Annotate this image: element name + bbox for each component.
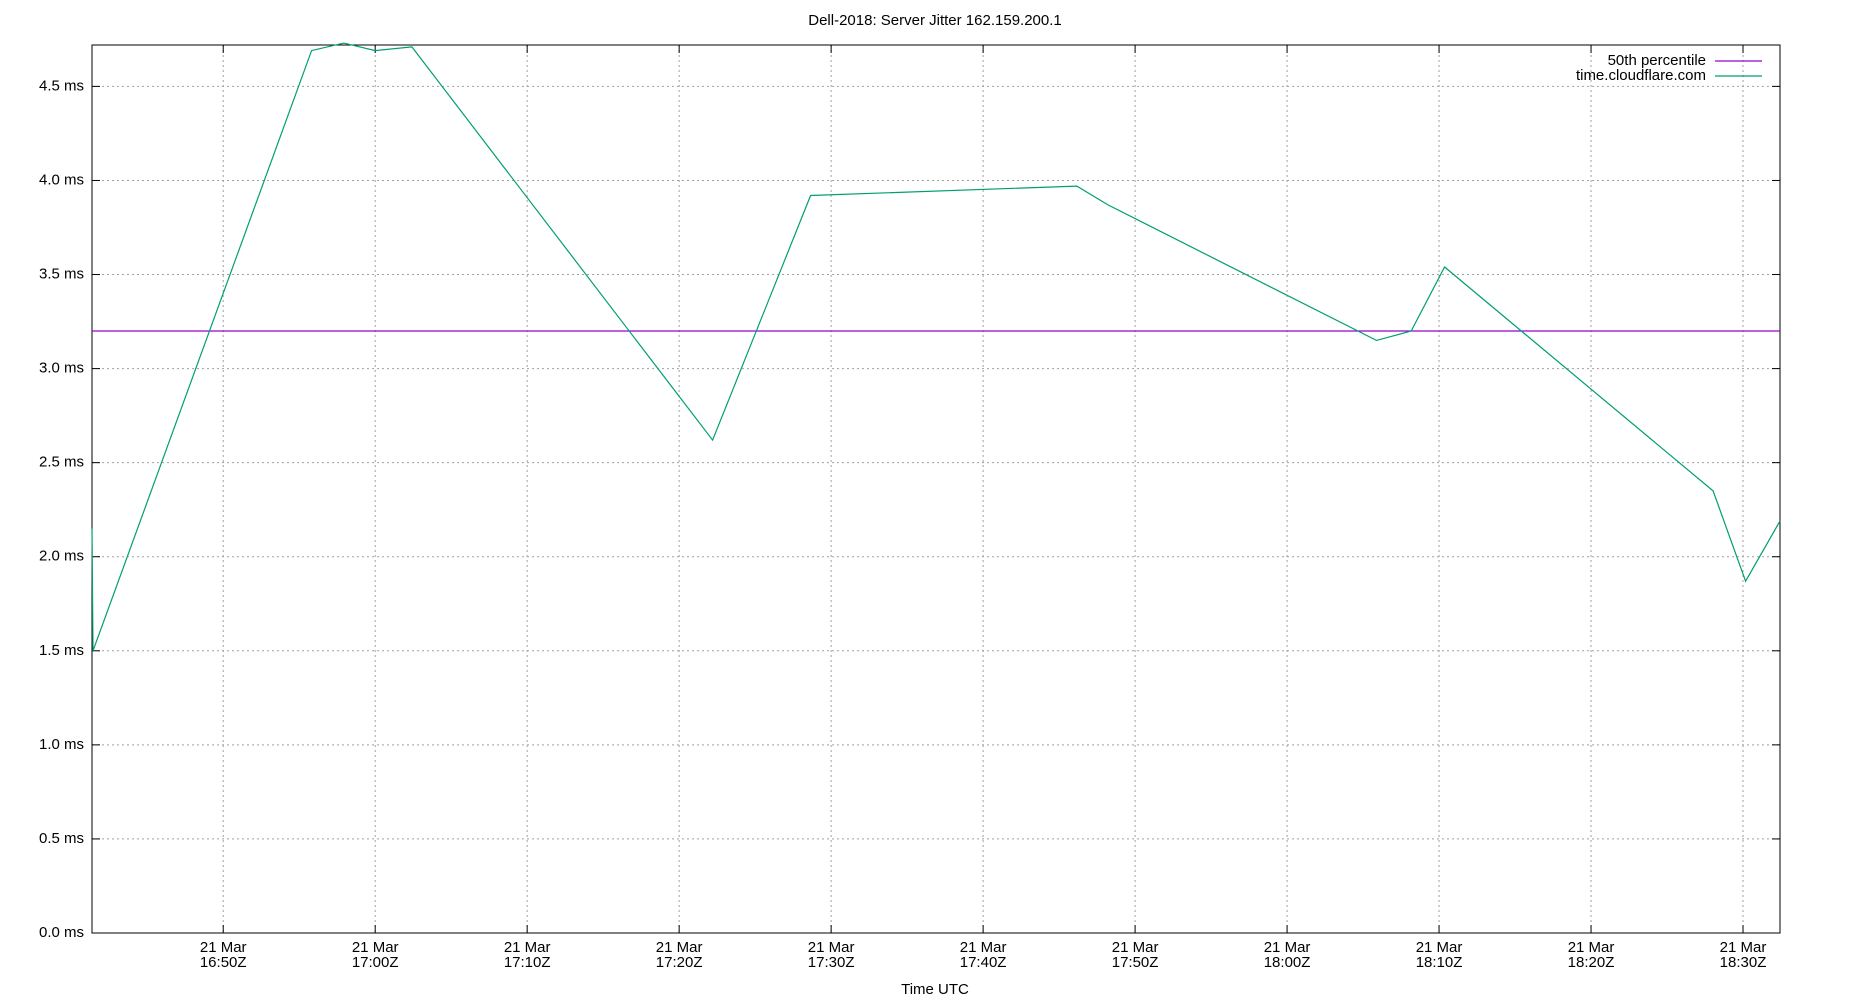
x-tick-label: 17:30Z <box>808 954 855 971</box>
x-tick-label: 17:50Z <box>1112 954 1159 971</box>
x-tick-label: 21 Mar <box>1720 939 1767 956</box>
x-axis-label: Time UTC <box>901 981 969 998</box>
y-tick-label: 2.5 ms <box>39 454 84 471</box>
x-tick-label: 17:10Z <box>504 954 551 971</box>
y-tick-label: 4.5 ms <box>39 77 84 94</box>
x-tick-label: 17:40Z <box>960 954 1007 971</box>
x-tick-label: 21 Mar <box>1264 939 1311 956</box>
y-tick-label: 4.0 ms <box>39 171 84 188</box>
x-tick-label: 18:30Z <box>1720 954 1767 971</box>
x-tick-label: 21 Mar <box>656 939 703 956</box>
x-tick-label: 21 Mar <box>1568 939 1615 956</box>
x-tick-label: 18:10Z <box>1416 954 1463 971</box>
plot-border <box>91 44 1781 934</box>
x-tick-label: 21 Mar <box>504 939 551 956</box>
y-tick-label: 1.0 ms <box>39 736 84 753</box>
x-tick-label: 21 Mar <box>352 939 399 956</box>
y-tick-label: 0.0 ms <box>39 924 84 941</box>
x-tick-label: 18:20Z <box>1568 954 1615 971</box>
y-tick-label: 0.5 ms <box>39 830 84 847</box>
legend-label: time.cloudflare.com <box>1576 67 1706 84</box>
y-tick-label: 2.0 ms <box>39 548 84 565</box>
x-tick-label: 18:00Z <box>1264 954 1311 971</box>
series-line <box>91 42 1781 652</box>
x-tick-label: 17:20Z <box>656 954 703 971</box>
x-tick-label: 21 Mar <box>808 939 855 956</box>
y-tick-label: 3.5 ms <box>39 265 84 282</box>
x-tick-label: 21 Mar <box>200 939 247 956</box>
y-tick-label: 1.5 ms <box>39 642 84 659</box>
x-tick-label: 21 Mar <box>1112 939 1159 956</box>
x-tick-label: 21 Mar <box>960 939 1007 956</box>
y-tick-label: 3.0 ms <box>39 360 84 377</box>
x-tick-label: 16:50Z <box>200 954 247 971</box>
chart-title: Dell-2018: Server Jitter 162.159.200.1 <box>808 12 1061 29</box>
legend-label: 50th percentile <box>1608 52 1706 69</box>
x-tick-label: 17:00Z <box>352 954 399 971</box>
x-tick-label: 21 Mar <box>1416 939 1463 956</box>
